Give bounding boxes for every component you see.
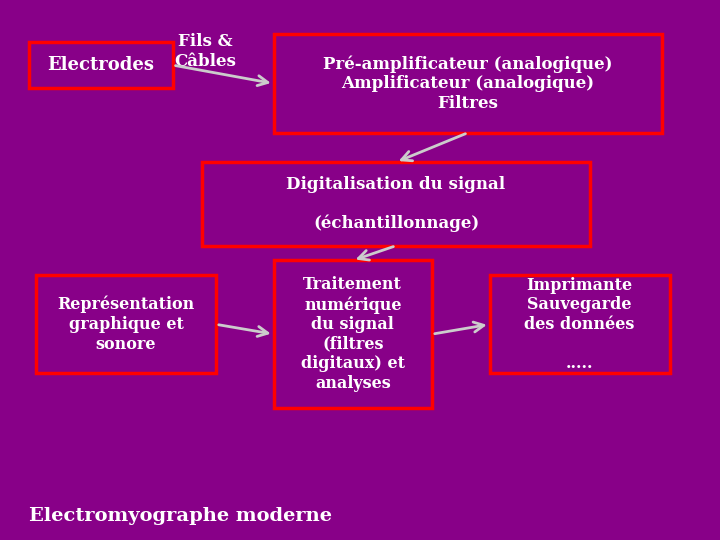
- Text: Pré-amplificateur (analogique)
Amplificateur (analogique)
Filtres: Pré-amplificateur (analogique) Amplifica…: [323, 55, 613, 112]
- Text: Digitalisation du signal

(échantillonnage): Digitalisation du signal (échantillonnag…: [287, 176, 505, 232]
- Text: Représentation
graphique et
sonore: Représentation graphique et sonore: [58, 296, 194, 353]
- Text: Fils &
Câbles: Fils & Câbles: [174, 33, 236, 70]
- Text: Electrodes: Electrodes: [48, 56, 154, 74]
- Text: Electromyographe moderne: Electromyographe moderne: [29, 507, 332, 525]
- Text: Imprimante
Sauvegarde
des données

.....: Imprimante Sauvegarde des données .....: [524, 276, 635, 372]
- Text: Traitement
numérique
du signal
(filtres
digitaux) et
analyses: Traitement numérique du signal (filtres …: [301, 276, 405, 392]
- FancyBboxPatch shape: [36, 275, 216, 374]
- FancyBboxPatch shape: [202, 162, 590, 246]
- FancyBboxPatch shape: [29, 42, 173, 89]
- FancyBboxPatch shape: [490, 275, 670, 374]
- FancyBboxPatch shape: [274, 35, 662, 133]
- FancyBboxPatch shape: [274, 260, 432, 408]
